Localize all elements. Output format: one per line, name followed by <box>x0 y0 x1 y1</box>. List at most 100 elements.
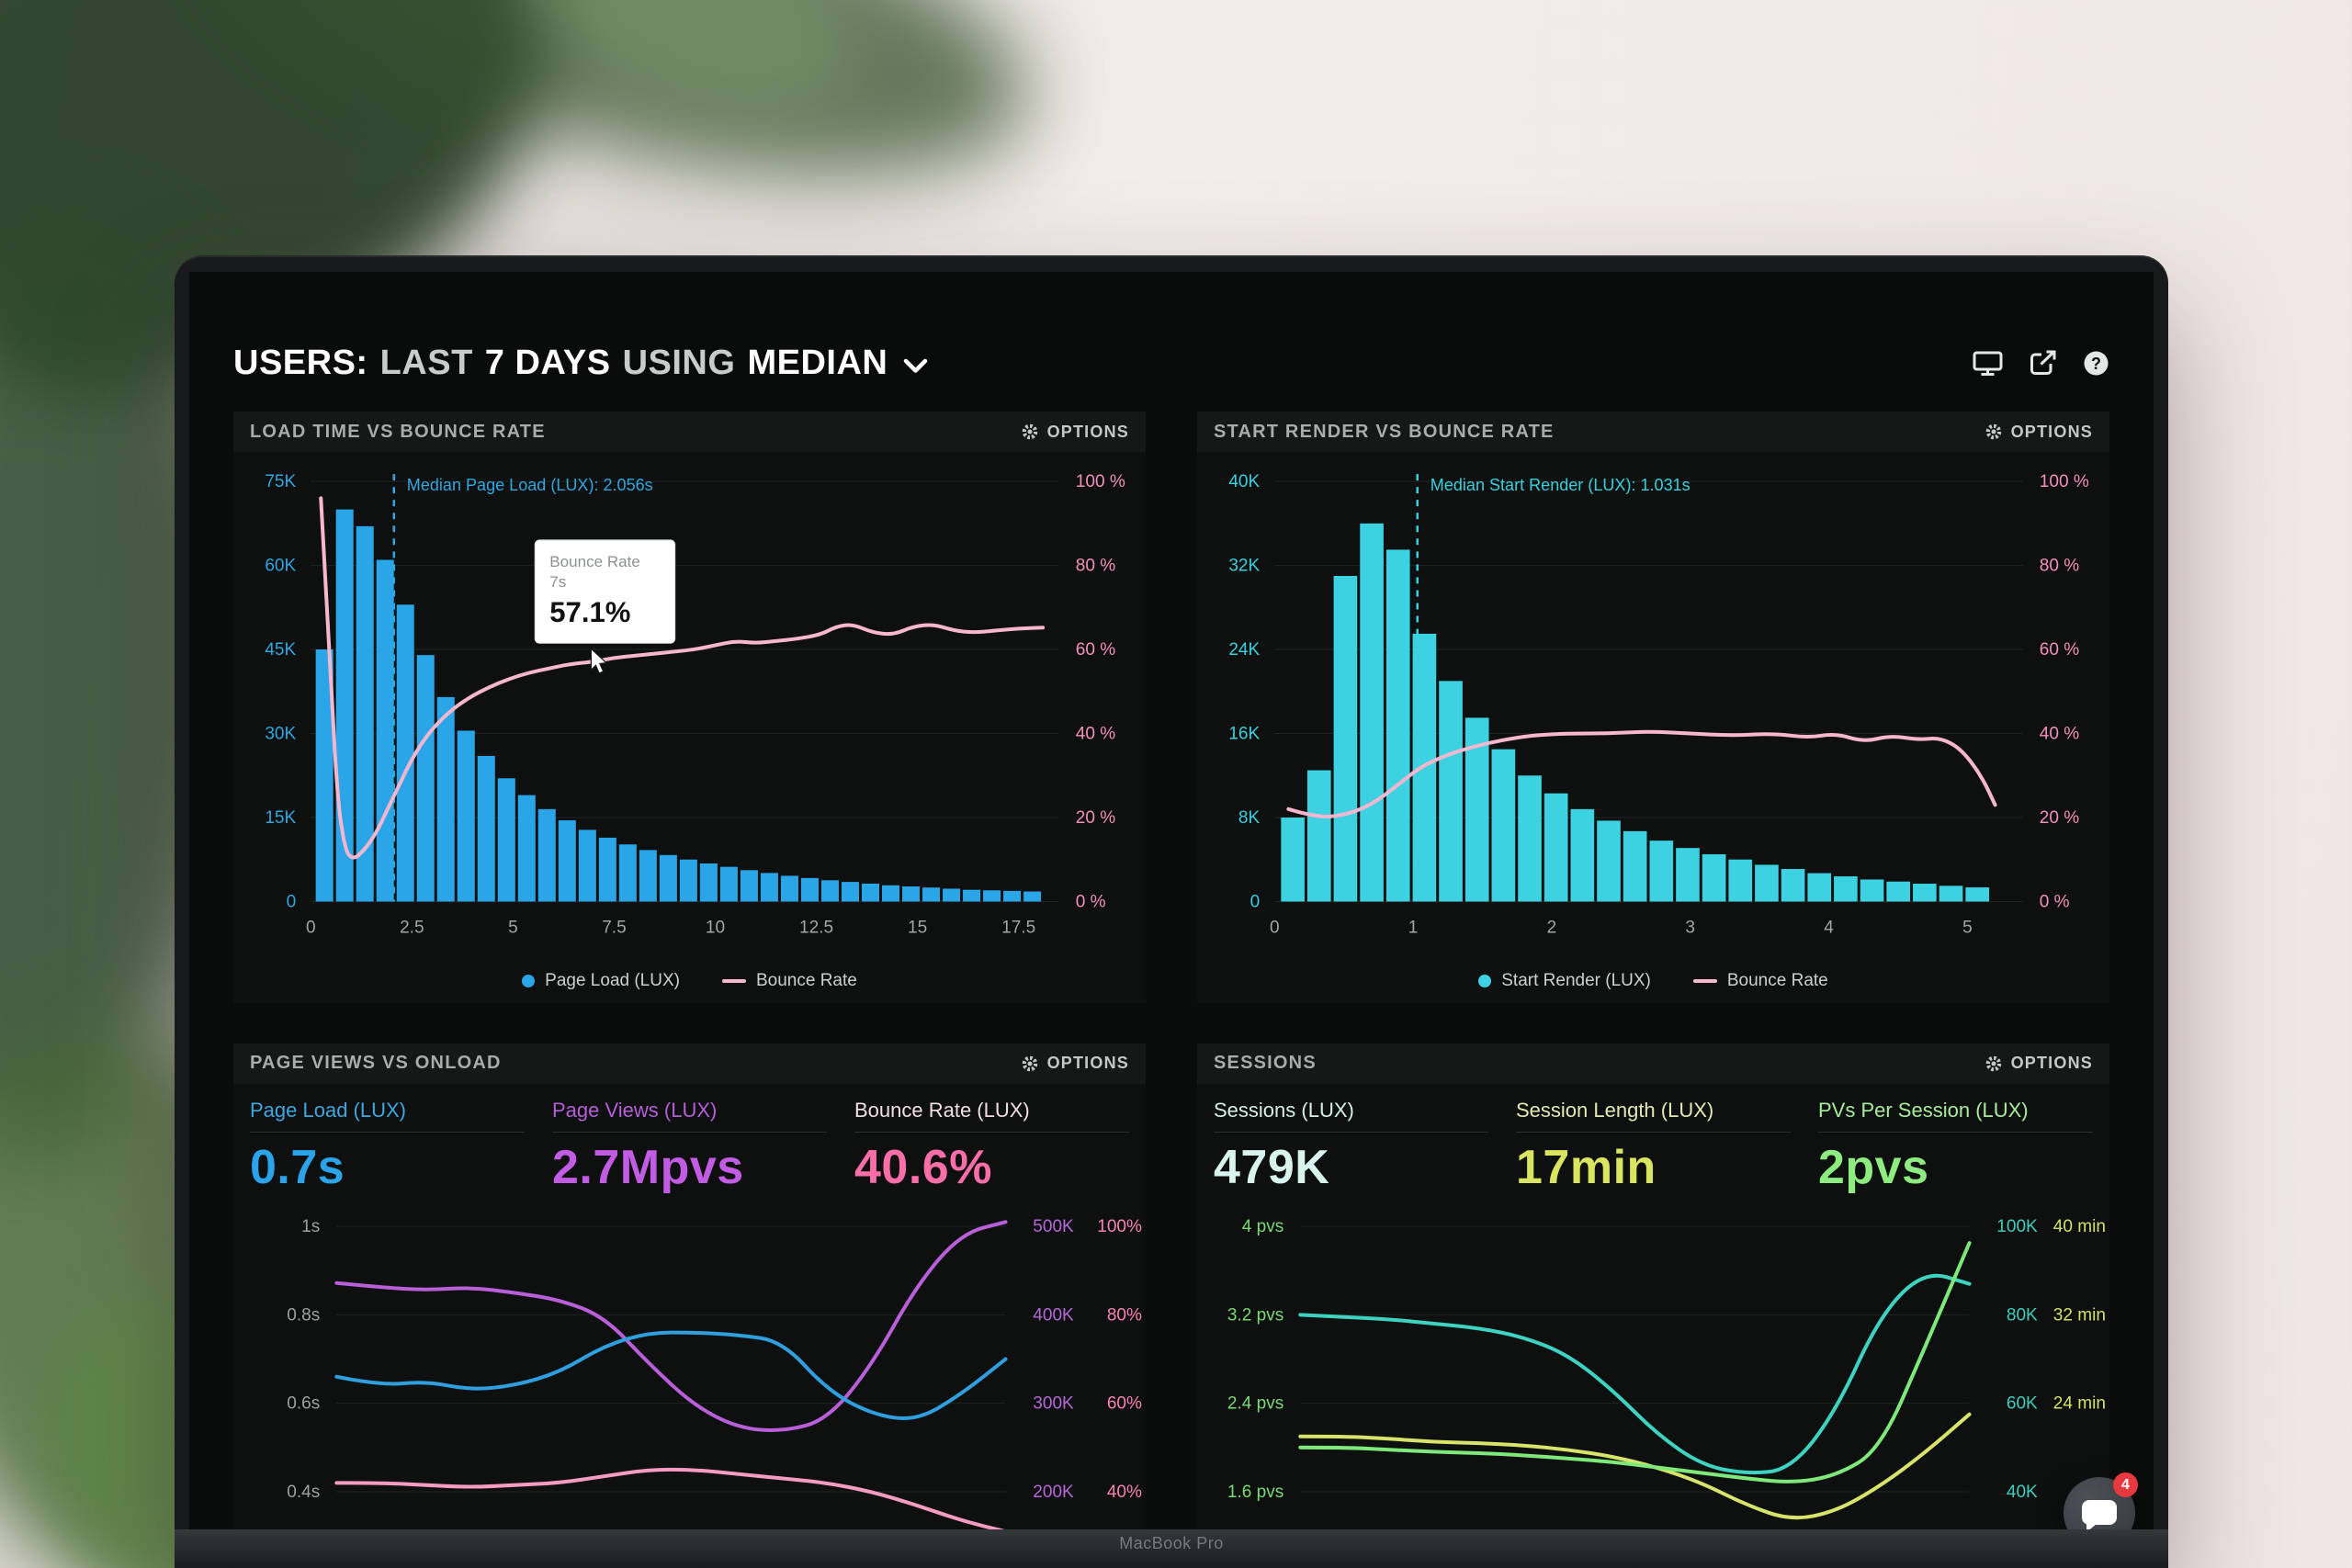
svg-text:4: 4 <box>1824 919 1834 938</box>
page-views-line-chart[interactable]: 1s 500K 100% 0.8s 400K 80% 0.6s 300K 60% 0.4s 200K… <box>233 1199 1146 1529</box>
metric-sessions: Sessions (LUX) 479K <box>1214 1099 1488 1195</box>
svg-text:60K: 60K <box>265 557 296 576</box>
dashboard-header: USERS: LAST 7 DAYS USING MEDIAN <box>233 342 2109 384</box>
metric-label: Page Views (LUX) <box>552 1098 718 1122</box>
svg-text:0 %: 0 % <box>2040 892 2070 911</box>
metric-label: PVs Per Session (LUX) <box>1818 1098 2029 1122</box>
metric-label: Bounce Rate (LUX) <box>854 1098 1030 1122</box>
chevron-down-icon[interactable] <box>903 358 928 374</box>
svg-text:17.5: 17.5 <box>1001 919 1035 938</box>
legend-dot <box>1478 974 1492 987</box>
svg-text:15: 15 <box>908 919 927 938</box>
help-icon[interactable]: ? <box>2083 350 2109 377</box>
metric-bounce-rate: Bounce Rate (LUX) 40.6% <box>854 1099 1129 1195</box>
panel-title: PAGE VIEWS VS ONLOAD <box>250 1053 502 1074</box>
legend-label: Bounce Rate <box>1726 970 1828 990</box>
svg-text:4 pvs: 4 pvs <box>1242 1217 1284 1236</box>
svg-text:32 min: 32 min <box>2053 1305 2106 1325</box>
svg-text:45K: 45K <box>265 640 296 660</box>
gear-icon <box>1985 423 2001 440</box>
svg-text:100 %: 100 % <box>1076 472 1125 491</box>
svg-text:20 %: 20 % <box>1076 808 1115 828</box>
svg-text:3.2 pvs: 3.2 pvs <box>1227 1305 1283 1325</box>
legend-label: Bounce Rate <box>755 970 857 990</box>
panel-header: START RENDER VS BOUNCE RATE OPTIONS <box>1197 412 2109 452</box>
title-users: USERS: <box>233 343 368 382</box>
gear-icon <box>1022 423 1037 440</box>
title-last: LAST <box>379 343 473 382</box>
svg-text:80 %: 80 % <box>2040 557 2079 576</box>
legend-bounce-rate: Bounce Rate <box>1692 970 1828 991</box>
svg-text:7.5: 7.5 <box>602 919 626 938</box>
svg-text:32K: 32K <box>1228 557 1260 576</box>
panel-header: PAGE VIEWS VS ONLOAD OPTIONS <box>233 1043 1146 1084</box>
svg-text:0: 0 <box>1250 892 1261 911</box>
options-button-sessions[interactable]: OPTIONS <box>1984 1054 2093 1073</box>
laptop-bezel: MacBook Pro <box>175 1529 2168 1568</box>
start-render-histogram[interactable]: 0 0 % 8K 20 % 16K 40 % 24K 60 % 32K 80 % 40K 100 % 0… <box>1197 452 2109 959</box>
svg-text:57.1%: 57.1% <box>549 596 630 628</box>
panel-title: START RENDER VS BOUNCE RATE <box>1214 421 1555 442</box>
svg-text:0.4s: 0.4s <box>287 1483 320 1502</box>
options-button-start-render[interactable]: OPTIONS <box>1984 423 2093 442</box>
metric-label: Page Load (LUX) <box>250 1098 406 1122</box>
metric-session-length: Session Length (LUX) 17min <box>1516 1099 1791 1195</box>
chart-legend: Page Load (LUX) Bounce Rate <box>233 959 1146 1003</box>
metric-label: Sessions (LUX) <box>1214 1098 1354 1122</box>
page-title[interactable]: USERS: LAST 7 DAYS USING MEDIAN <box>233 344 928 383</box>
svg-text:80%: 80% <box>1107 1305 1142 1325</box>
options-button-load-time[interactable]: OPTIONS <box>1021 423 1129 442</box>
svg-text:40K: 40K <box>1228 472 1260 491</box>
svg-text:400K: 400K <box>1033 1305 1074 1325</box>
chart-legend: Start Render (LUX) Bounce Rate <box>1197 959 2109 1003</box>
share-icon[interactable] <box>2029 350 2057 377</box>
panel-title: LOAD TIME VS BOUNCE RATE <box>250 421 546 442</box>
display-icon[interactable] <box>1973 350 2003 377</box>
svg-text:2.4 pvs: 2.4 pvs <box>1227 1393 1283 1413</box>
title-days: 7 DAYS <box>484 343 611 382</box>
svg-text:80 %: 80 % <box>1076 557 1115 576</box>
metric-page-load: Page Load (LUX) 0.7s <box>250 1099 525 1195</box>
svg-text:1: 1 <box>1408 919 1419 938</box>
metric-label: Session Length (LUX) <box>1516 1098 1714 1122</box>
svg-text:30K: 30K <box>265 725 296 744</box>
options-label: OPTIONS <box>1046 422 1129 441</box>
svg-text:100 %: 100 % <box>2040 472 2089 491</box>
load-time-histogram[interactable]: 0 0 % 15K 20 % 30K 40 % 45K 60 % 60K 80 % 75K 100 %… <box>233 452 1146 959</box>
svg-text:40 %: 40 % <box>2040 725 2079 744</box>
options-button-page-views[interactable]: OPTIONS <box>1021 1054 1129 1073</box>
options-label: OPTIONS <box>1046 1054 1129 1073</box>
chat-icon <box>2082 1500 2117 1529</box>
legend-label: Start Render (LUX) <box>1501 970 1651 990</box>
legend-page-load: Page Load (LUX) <box>522 971 680 991</box>
svg-text:12.5: 12.5 <box>799 919 833 938</box>
svg-text:20 %: 20 % <box>2040 808 2079 828</box>
svg-text:40%: 40% <box>1107 1483 1142 1502</box>
metric-row: Sessions (LUX) 479K Session Length (LUX)… <box>1197 1084 2109 1199</box>
metric-value: 479K <box>1214 1140 1330 1194</box>
notification-badge: 4 <box>2113 1472 2138 1497</box>
svg-text:15K: 15K <box>265 808 296 828</box>
svg-text:Median Start Render (LUX): 1.0: Median Start Render (LUX): 1.031s <box>1430 476 1690 494</box>
metric-divider <box>854 1131 1129 1133</box>
svg-text:Bounce Rate: Bounce Rate <box>549 553 640 570</box>
sessions-line-chart[interactable]: 4 pvs 100K 40 min 3.2 pvs 80K 32 min 2.4 pvs 60… <box>1197 1199 2109 1529</box>
options-label: OPTIONS <box>2010 1054 2093 1073</box>
svg-text:3: 3 <box>1685 919 1695 938</box>
legend-line-swatch <box>721 978 746 983</box>
metric-pvs-per-session: PVs Per Session (LUX) 2pvs <box>1818 1099 2093 1195</box>
svg-text:0: 0 <box>306 919 316 938</box>
panel-load-time: LOAD TIME VS BOUNCE RATE OPTIONS 0 0 % 15K… <box>233 412 1146 1003</box>
svg-text:2.5: 2.5 <box>400 919 424 938</box>
svg-text:40K: 40K <box>2007 1483 2038 1502</box>
metric-divider <box>552 1131 827 1133</box>
svg-text:40 %: 40 % <box>1076 725 1115 744</box>
svg-text:40 min: 40 min <box>2053 1217 2106 1236</box>
svg-text:0: 0 <box>1270 919 1280 938</box>
legend-line-swatch <box>1692 978 1717 983</box>
legend-start-render: Start Render (LUX) <box>1478 971 1651 991</box>
svg-text:60%: 60% <box>1107 1393 1142 1413</box>
dashboard: USERS: LAST 7 DAYS USING MEDIAN <box>189 272 2154 1529</box>
intercom-chat-button[interactable]: 4 <box>2064 1472 2138 1529</box>
metric-value: 0.7s <box>250 1140 345 1194</box>
